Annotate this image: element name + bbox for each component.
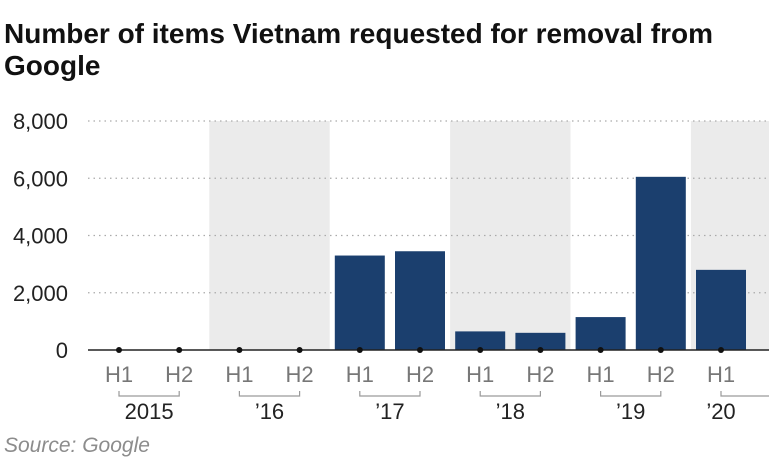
y-tick-label: 8,000 [13, 109, 68, 134]
bar [696, 269, 746, 350]
x-tick-label: H2 [286, 362, 314, 387]
year-label: ’20 [706, 399, 735, 424]
tick-dot [176, 347, 183, 353]
y-tick-label: 6,000 [13, 166, 68, 191]
tick-dot [296, 347, 303, 353]
tick-dot [417, 347, 423, 353]
x-tick-label: H1 [587, 362, 615, 387]
x-tick-label: H1 [346, 362, 374, 387]
tick-dot [236, 347, 243, 353]
year-label: ’16 [255, 399, 284, 424]
x-tick-label: H2 [526, 362, 554, 387]
y-tick-label: 4,000 [13, 224, 68, 249]
year-label: ’19 [616, 399, 645, 424]
x-tick-label: H2 [406, 362, 434, 387]
x-tick-label: H2 [165, 362, 193, 387]
tick-dot [657, 347, 664, 353]
bar [515, 332, 566, 350]
y-tick-label: 0 [56, 338, 68, 363]
tick-dot [597, 347, 604, 353]
tick-dot [477, 347, 484, 353]
bar [395, 251, 445, 350]
group-bracket [720, 391, 769, 397]
x-tick-label: H2 [647, 362, 675, 387]
chart-title: Number of items Vietnam requested for re… [4, 18, 713, 81]
x-tick-label: H1 [707, 362, 735, 387]
bar [575, 317, 626, 350]
year-label: ’17 [375, 399, 404, 424]
tick-dot [356, 347, 363, 353]
y-tick-label: 2,000 [13, 281, 68, 306]
x-tick-label: H1 [105, 362, 133, 387]
x-tick-label: H1 [225, 362, 253, 387]
tick-dot [537, 347, 544, 353]
source-note: Source: Google [4, 434, 150, 457]
group-bracket [238, 391, 301, 397]
bar [334, 255, 385, 350]
year-label: ’18 [496, 399, 525, 424]
group-bracket [118, 391, 180, 397]
x-tick-label: H1 [466, 362, 494, 387]
bar [635, 176, 686, 350]
year-label: 2015 [125, 399, 174, 424]
tick-dot [116, 347, 122, 353]
tick-dot [718, 347, 724, 353]
bar [455, 331, 506, 350]
group-bracket [359, 391, 421, 397]
group-bracket [600, 391, 662, 397]
group-bracket [479, 391, 541, 397]
